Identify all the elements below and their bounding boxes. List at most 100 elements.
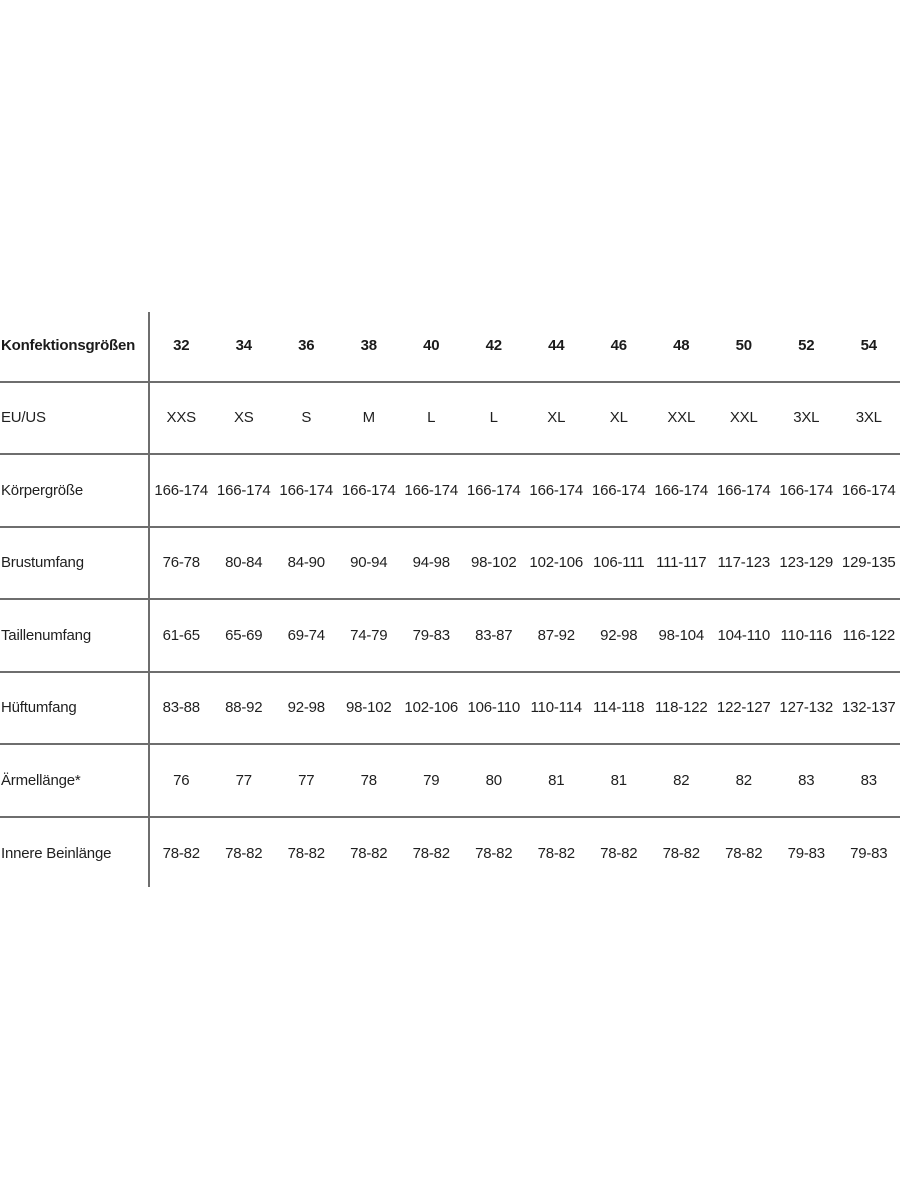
value-cell-r3-c6: 102-106 <box>529 554 584 572</box>
value-cell-r2-c11: 166-174 <box>841 481 896 499</box>
header-cell-r0-c11: 54 <box>860 336 877 354</box>
header-cell-r0-c3: 38 <box>360 336 377 354</box>
value-cell-r1-c8: XXL <box>667 409 696 427</box>
value-cell-r7-c0: 78-82 <box>162 845 201 863</box>
value-cell-r2-c3: 166-174 <box>341 481 396 499</box>
value-cell-r4-c10: 110-116 <box>780 626 833 644</box>
value-cell-r2-c1: 166-174 <box>216 481 271 499</box>
value-cell-r4-c7: 92-98 <box>600 626 638 644</box>
value-cell-r4-c4: 79-83 <box>412 626 451 644</box>
value-cell-r2-c9: 166-174 <box>716 481 771 499</box>
value-cell-r6-c10: 83 <box>798 771 815 789</box>
row-label: Brustumfang <box>1 554 84 572</box>
row-label: Körpergröße <box>1 481 84 499</box>
header-cell-r0-c5: 42 <box>485 336 502 354</box>
value-cell-r2-c8: 166-174 <box>654 481 709 499</box>
value-cell-r3-c4: 94-98 <box>412 554 451 572</box>
value-cell-r5-c8: 118-122 <box>654 699 708 717</box>
value-cell-r5-c9: 122-127 <box>716 699 771 717</box>
value-cell-r7-c10: 79-83 <box>787 845 826 863</box>
value-cell-r1-c1: XS <box>233 409 254 427</box>
value-cell-r2-c0: 166-174 <box>154 481 209 499</box>
value-cell-r4-c11: 116-122 <box>842 626 896 644</box>
header-cell-r0-c6: 44 <box>548 336 565 354</box>
value-cell-r6-c9: 82 <box>735 771 752 789</box>
value-cell-r6-c5: 80 <box>485 771 502 789</box>
value-cell-r2-c5: 166-174 <box>466 481 521 499</box>
value-cell-r3-c0: 76-78 <box>162 554 201 572</box>
value-cell-r5-c6: 110-114 <box>530 699 583 717</box>
value-cell-r6-c3: 78 <box>360 771 377 789</box>
value-cell-r2-c10: 166-174 <box>779 481 834 499</box>
value-cell-r4-c9: 104-110 <box>717 626 771 644</box>
value-cell-r2-c7: 166-174 <box>591 481 646 499</box>
header-cell-r0-c1: 34 <box>235 336 252 354</box>
table-row: Körpergröße 166-174 166-174 166-174 166-174 1… <box>0 455 900 528</box>
value-cell-r7-c6: 78-82 <box>537 845 576 863</box>
value-cell-r6-c0: 76 <box>173 771 190 789</box>
value-cell-r1-c0: XXS <box>166 409 197 427</box>
value-cell-r3-c1: 80-84 <box>225 554 263 572</box>
value-cell-r3-c7: 106-111 <box>593 554 645 572</box>
value-cell-r4-c0: 61-65 <box>162 626 201 644</box>
header-cell-r0-c0: 32 <box>173 336 190 354</box>
value-cell-r7-c5: 78-82 <box>475 845 513 863</box>
value-cell-r1-c7: XL <box>609 409 628 427</box>
value-cell-r1-c5: L <box>489 409 498 427</box>
value-cell-r1-c11: 3XL <box>855 409 882 427</box>
value-cell-r1-c6: XL <box>547 409 566 427</box>
value-cell-r4-c5: 83-87 <box>475 626 513 644</box>
row-label: Hüftumfang <box>1 699 77 717</box>
value-cell-r6-c6: 81 <box>548 771 565 789</box>
table-header-row: Konfektionsgrößen 32 34 36 38 40 42 44 46 48 50 52 5… <box>0 310 900 383</box>
value-cell-r5-c5: 106-110 <box>467 699 521 717</box>
header-cell-r0-c8: 48 <box>673 336 690 354</box>
value-cell-r7-c3: 78-82 <box>350 845 388 863</box>
value-cell-r2-c4: 166-174 <box>404 481 459 499</box>
value-cell-r1-c2: S <box>301 409 312 427</box>
table-row: Innere Beinlänge 78-82 78-82 78-82 78-82 78-8… <box>0 818 900 891</box>
table-row: Ärmellänge* 76 77 77 78 79 80 81 81 82 82 83 83 <box>0 745 900 818</box>
header-cell-r0-c2: 36 <box>298 336 315 354</box>
header-row-label: Konfektionsgrößen <box>1 336 136 354</box>
row-label: Taillenumfang <box>1 626 91 644</box>
value-cell-r5-c3: 98-102 <box>345 699 392 717</box>
value-cell-r4-c2: 69-74 <box>287 626 326 644</box>
value-cell-r7-c4: 78-82 <box>412 845 451 863</box>
value-cell-r6-c11: 83 <box>860 771 877 789</box>
value-cell-r5-c1: 88-92 <box>225 699 263 717</box>
value-cell-r3-c11: 129-135 <box>841 554 896 572</box>
value-cell-r3-c9: 117-123 <box>717 554 771 572</box>
value-cell-r4-c1: 65-69 <box>225 626 263 644</box>
value-cell-r7-c7: 78-82 <box>600 845 638 863</box>
value-cell-r7-c1: 78-82 <box>225 845 263 863</box>
value-cell-r5-c10: 127-132 <box>779 699 834 717</box>
value-cell-r1-c3: M <box>362 409 375 427</box>
row-label: Ärmellänge* <box>1 771 81 789</box>
table-row: Taillenumfang 61-65 65-69 69-74 74-79 79-83 83… <box>0 600 900 673</box>
value-cell-r2-c2: 166-174 <box>279 481 334 499</box>
value-cell-r6-c7: 81 <box>610 771 627 789</box>
value-cell-r5-c7: 114-118 <box>593 699 645 717</box>
value-cell-r6-c1: 77 <box>235 771 252 789</box>
table-row: EU/US XXS XS S M L L XL XL XXL XXL 3XL 3XL <box>0 383 900 455</box>
label-column-divider <box>148 312 150 887</box>
value-cell-r5-c11: 132-137 <box>841 699 896 717</box>
value-cell-r4-c6: 87-92 <box>537 626 576 644</box>
header-cell-r0-c9: 50 <box>735 336 752 354</box>
row-label: Innere Beinlänge <box>1 845 112 863</box>
value-cell-r7-c9: 78-82 <box>725 845 763 863</box>
value-cell-r3-c5: 98-102 <box>470 554 517 572</box>
value-cell-r7-c8: 78-82 <box>662 845 701 863</box>
header-cell-r0-c10: 52 <box>798 336 815 354</box>
value-cell-r4-c3: 74-79 <box>350 626 388 644</box>
header-cell-r0-c7: 46 <box>610 336 627 354</box>
header-cell-r0-c4: 40 <box>423 336 440 354</box>
value-cell-r7-c11: 79-83 <box>850 845 888 863</box>
value-cell-r6-c2: 77 <box>298 771 315 789</box>
value-cell-r6-c8: 82 <box>673 771 690 789</box>
table-row: Hüftumfang 83-88 88-92 92-98 98-102 102-106 10… <box>0 673 900 745</box>
value-cell-r1-c9: XXL <box>729 409 758 427</box>
value-cell-r5-c2: 92-98 <box>287 699 326 717</box>
